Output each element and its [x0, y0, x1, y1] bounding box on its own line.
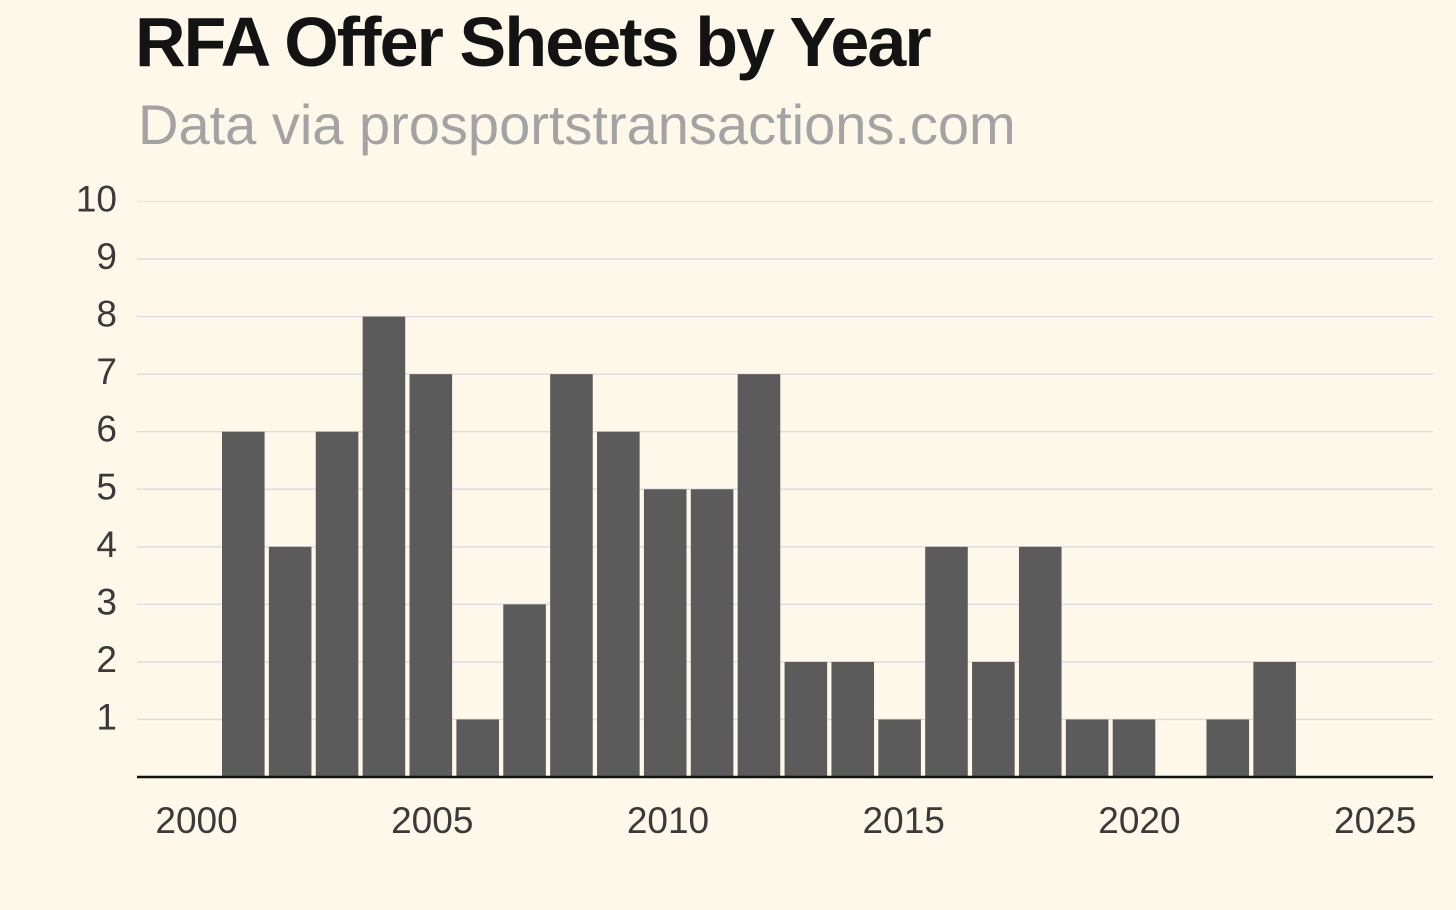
svg-text:10: 10: [76, 179, 117, 220]
svg-text:2020: 2020: [1098, 800, 1180, 841]
svg-text:5: 5: [96, 466, 117, 507]
svg-text:2000: 2000: [155, 800, 237, 841]
svg-text:8: 8: [96, 294, 117, 335]
svg-text:7: 7: [96, 351, 117, 392]
svg-text:3: 3: [96, 581, 117, 622]
svg-text:2010: 2010: [627, 800, 709, 841]
svg-text:2025: 2025: [1334, 800, 1416, 841]
svg-text:2005: 2005: [391, 800, 473, 841]
svg-text:4: 4: [96, 524, 117, 565]
svg-text:1: 1: [96, 696, 117, 737]
svg-text:2: 2: [96, 639, 117, 680]
svg-text:6: 6: [96, 409, 117, 450]
svg-text:9: 9: [96, 236, 117, 277]
svg-text:2015: 2015: [863, 800, 945, 841]
